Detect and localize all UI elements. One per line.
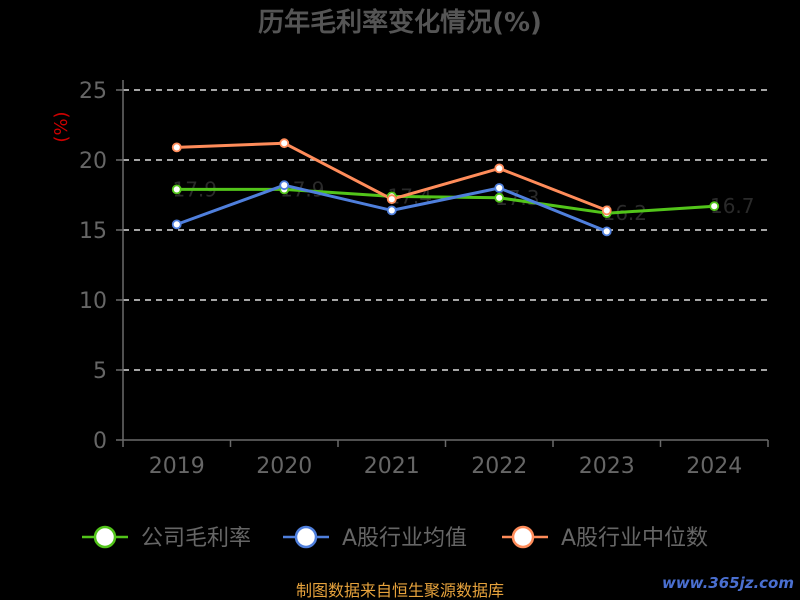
y-tick-label: 20 xyxy=(79,149,107,174)
series-point-2 xyxy=(494,163,505,174)
series-point-1 xyxy=(494,183,505,193)
legend-item-company-gross-margin[interactable]: 公司毛利率 xyxy=(82,525,251,551)
legend-item-industry-mean[interactable]: A股行业均值 xyxy=(283,525,467,551)
data-labels: 17.9 17.9 17.4 17.316.2 16.7 xyxy=(172,177,754,225)
legend-swatch-marker xyxy=(93,525,117,549)
series-point-1 xyxy=(279,180,290,191)
chart-title: 历年毛利率变化情况(%) xyxy=(258,7,542,38)
axes: 0 5 10 15 20 25 2019 2020 2021 2022 2023 2024 xyxy=(79,79,769,479)
series-point-1 xyxy=(171,219,182,230)
watermark: www.365jz.com xyxy=(662,574,794,592)
series-point-1 xyxy=(601,226,612,237)
legend-swatch-marker xyxy=(511,525,535,549)
series-point-2 xyxy=(279,138,290,149)
series-line-0 xyxy=(176,187,715,215)
series-point-2 xyxy=(601,205,612,216)
series-point-2 xyxy=(386,194,397,205)
x-tick-label: 2023 xyxy=(579,454,635,479)
series-point-2 xyxy=(171,142,182,153)
y-tick-label: 10 xyxy=(79,289,107,314)
legend-swatch-marker xyxy=(294,525,318,549)
x-tick-label: 2024 xyxy=(686,454,742,479)
series-point-1 xyxy=(386,205,397,216)
legend-label: A股行业中位数 xyxy=(561,526,708,551)
y-tick-label: 0 xyxy=(93,429,107,454)
x-tick-label: 2019 xyxy=(149,454,205,479)
grid-lines xyxy=(123,89,768,371)
legend: 公司毛利率 A股行业均值 A股行业中位数 xyxy=(82,525,708,551)
x-tick-label: 2022 xyxy=(471,454,527,479)
series-point-0 xyxy=(494,192,505,203)
y-tick-label: 25 xyxy=(79,79,107,104)
series-group xyxy=(171,138,720,237)
x-tick-label: 2020 xyxy=(256,454,312,479)
series-point-0 xyxy=(709,201,720,212)
legend-label: 公司毛利率 xyxy=(141,526,251,551)
x-tick-label: 2021 xyxy=(364,454,420,479)
y-axis-label: (%) xyxy=(51,111,72,142)
y-tick-label: 5 xyxy=(93,359,107,384)
legend-item-industry-median[interactable]: A股行业中位数 xyxy=(502,525,708,551)
series-point-0 xyxy=(171,184,182,195)
legend-label: A股行业均值 xyxy=(342,526,467,551)
y-tick-label: 15 xyxy=(79,219,107,244)
data-source-note: 制图数据来自恒生聚源数据库 xyxy=(296,581,504,600)
